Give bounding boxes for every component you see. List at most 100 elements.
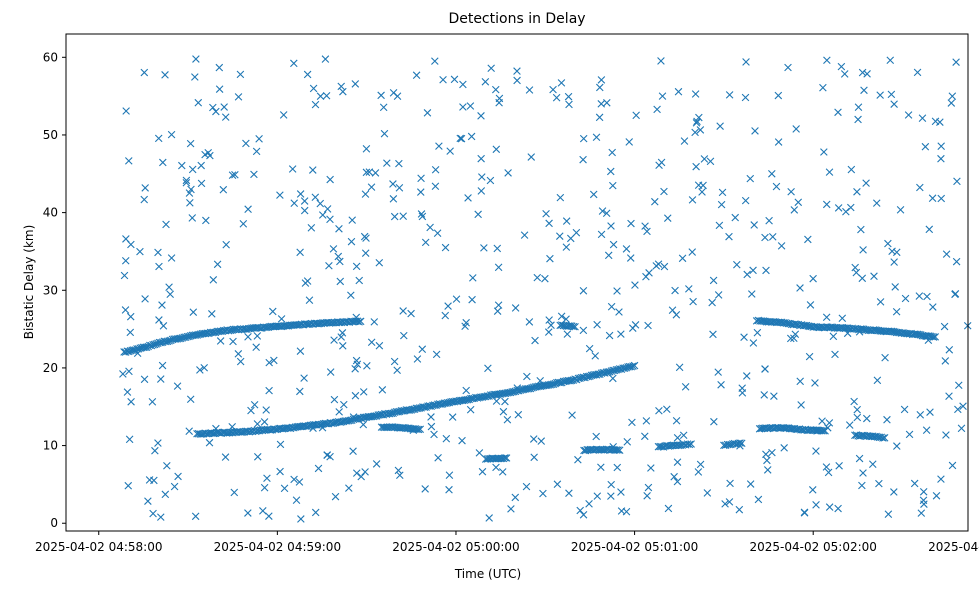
detection-marker [494, 263, 503, 272]
detection-marker [263, 474, 271, 483]
detection-marker [300, 206, 309, 215]
detection-marker [435, 142, 443, 150]
detection-marker [562, 217, 571, 225]
detection-marker [854, 115, 862, 124]
detection-marker [825, 503, 834, 511]
detection-marker [378, 386, 387, 394]
detection-marker [334, 252, 343, 261]
detection-marker [855, 454, 864, 463]
detection-marker [688, 196, 697, 204]
detection-marker [188, 214, 197, 222]
detection-marker [140, 195, 149, 204]
detection-marker [812, 501, 820, 509]
detection-marker [503, 415, 512, 424]
detection-marker [502, 454, 511, 462]
detection-marker [390, 212, 399, 221]
detection-marker [141, 295, 149, 303]
detection-marker [221, 453, 230, 461]
detection-marker [208, 310, 216, 318]
detection-marker [335, 408, 343, 416]
detection-marker [166, 290, 174, 299]
x-axis-label: Time (UTC) [454, 567, 521, 581]
detection-marker [167, 130, 176, 139]
detection-marker [919, 488, 928, 496]
detection-marker [822, 200, 831, 209]
detection-marker [679, 431, 688, 440]
detection-marker [353, 360, 362, 369]
detection-marker [743, 270, 751, 279]
detection-marker [609, 181, 617, 190]
detection-marker [615, 446, 624, 455]
detection-marker [359, 420, 368, 429]
detection-marker [768, 448, 776, 457]
detection-marker [477, 187, 486, 195]
detection-marker [597, 230, 606, 239]
detection-marker [696, 460, 705, 469]
detection-marker [450, 75, 459, 84]
detection-marker [389, 180, 397, 188]
detection-marker [426, 223, 434, 232]
detection-marker [204, 148, 213, 157]
detection-marker [860, 86, 868, 95]
detection-marker [367, 183, 376, 191]
detection-marker [953, 177, 961, 186]
detection-marker [330, 395, 339, 404]
detection-marker [379, 103, 388, 112]
detection-marker [642, 272, 650, 281]
detection-marker [685, 285, 693, 293]
detection-marker [608, 148, 616, 157]
detection-marker [244, 333, 252, 341]
detection-marker [407, 309, 415, 318]
detection-marker [663, 214, 672, 222]
detection-marker [173, 382, 182, 390]
detection-marker [491, 85, 500, 94]
detection-marker [442, 434, 451, 443]
detection-marker [625, 138, 634, 146]
detection-marker [609, 374, 617, 383]
detection-marker [890, 100, 898, 108]
detection-marker [696, 126, 705, 134]
detection-marker [202, 216, 210, 225]
detection-marker [395, 159, 403, 168]
detection-marker [323, 205, 332, 213]
detection-marker [947, 99, 956, 107]
detection-marker [121, 256, 130, 265]
detection-marker [389, 195, 398, 203]
detection-marker [552, 93, 561, 102]
detection-marker [647, 464, 655, 472]
detection-marker [295, 478, 304, 486]
detection-marker [890, 488, 898, 496]
detection-marker [847, 165, 856, 174]
detection-marker [427, 413, 435, 421]
detection-marker [619, 364, 627, 372]
detection-marker [336, 277, 345, 286]
detection-marker [837, 62, 846, 71]
detection-marker [362, 234, 370, 242]
detection-marker [924, 336, 933, 345]
detection-marker [197, 161, 205, 170]
detection-marker [718, 188, 727, 197]
detection-marker [462, 386, 470, 395]
detection-marker [252, 147, 261, 156]
detection-marker [186, 139, 195, 148]
detection-marker [630, 361, 639, 370]
detection-marker [244, 205, 252, 214]
detection-marker [774, 91, 783, 100]
detection-marker [762, 266, 770, 275]
detection-marker [316, 92, 325, 101]
detection-marker [881, 353, 889, 362]
detection-marker [780, 444, 788, 452]
detection-marker [926, 408, 934, 416]
detection-marker [549, 85, 557, 94]
detection-marker [433, 229, 442, 237]
detection-marker [276, 467, 284, 476]
detection-marker [244, 509, 252, 517]
detection-marker [862, 414, 871, 423]
detection-marker [741, 93, 750, 102]
detection-marker [892, 248, 901, 257]
detection-marker [689, 297, 697, 306]
detection-marker [252, 343, 260, 351]
detection-marker [883, 415, 891, 424]
detection-marker [309, 166, 317, 174]
detection-marker [290, 199, 299, 207]
